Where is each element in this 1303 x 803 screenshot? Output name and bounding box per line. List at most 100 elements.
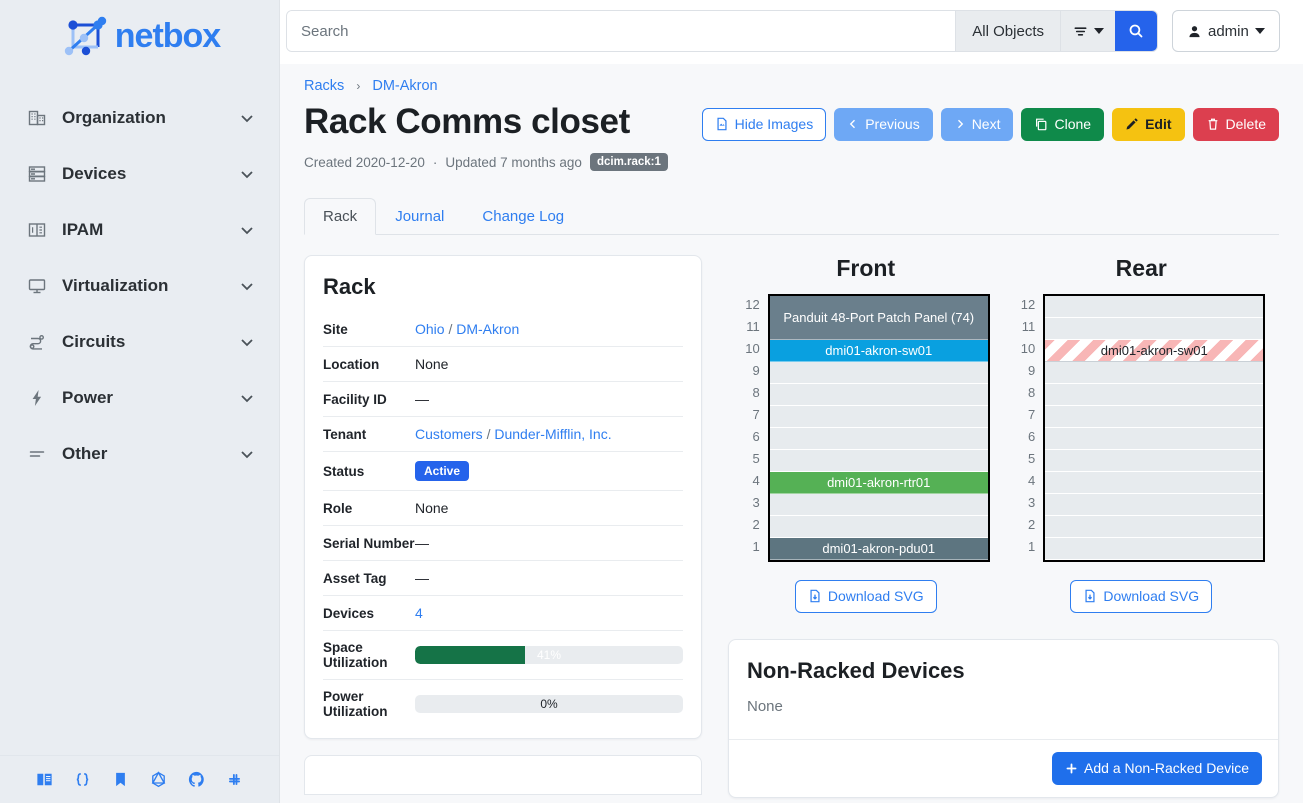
non-racked-card-footer: Add a Non-Racked Device bbox=[729, 738, 1278, 797]
tenant-link[interactable]: Dunder-Mifflin, Inc. bbox=[494, 426, 612, 442]
sidebar-item-power[interactable]: Power bbox=[0, 370, 279, 426]
breadcrumb-separator: › bbox=[356, 79, 361, 93]
building-icon bbox=[26, 107, 48, 129]
rack-device-dmi01-akron-rtr01[interactable]: dmi01-akron-rtr01 bbox=[769, 472, 988, 494]
sidebar-item-label: Organization bbox=[62, 108, 166, 127]
rack-slot-empty[interactable] bbox=[1045, 516, 1264, 538]
rack-elevations: Front 12 11 10 9 8 7 6 5 4 3 2 1 Panduit 48-Port Pa… bbox=[728, 255, 1279, 613]
rack-slot-empty[interactable] bbox=[769, 516, 988, 538]
rack-slot-empty[interactable] bbox=[769, 450, 988, 472]
add-non-racked-device-button[interactable]: Add a Non-Racked Device bbox=[1052, 751, 1262, 785]
tenant-group-link[interactable]: Customers bbox=[415, 426, 483, 442]
updated-date: Updated 7 months ago bbox=[445, 154, 582, 170]
front-download-svg-button[interactable]: Download SVG bbox=[794, 580, 937, 613]
breadcrumb-item-dm-akron[interactable]: DM-Akron bbox=[372, 78, 438, 94]
rack-slot-empty[interactable] bbox=[1045, 450, 1264, 472]
sidebar-item-label: Other bbox=[62, 444, 108, 463]
tab-rack[interactable]: Rack bbox=[304, 198, 377, 235]
graphql-icon[interactable] bbox=[149, 770, 169, 790]
search-input[interactable] bbox=[287, 11, 956, 51]
sidebar-item-virtualization[interactable]: Virtualization bbox=[0, 258, 279, 314]
devices-count-link[interactable]: 4 bbox=[415, 605, 423, 621]
brand-logo[interactable]: netbox bbox=[0, 0, 279, 68]
rack-unit-number: 5 bbox=[1028, 451, 1036, 466]
sidebar-item-other[interactable]: Other bbox=[0, 426, 279, 482]
row-value: — bbox=[415, 381, 683, 417]
progress-label: 0% bbox=[540, 697, 558, 711]
chevron-down-icon bbox=[239, 166, 255, 182]
table-row: Tenant Customers / Dunder-Mifflin, Inc. bbox=[323, 416, 683, 452]
rack-unit-number: 9 bbox=[752, 363, 760, 378]
rack-device-dmi01-akron-pdu01[interactable]: dmi01-akron-pdu01 bbox=[769, 538, 988, 560]
rack-unit-number: 4 bbox=[1028, 473, 1036, 488]
rack-slot-empty[interactable] bbox=[1045, 538, 1264, 560]
site-region-link[interactable]: Ohio bbox=[415, 321, 445, 337]
rack-unit-number: 7 bbox=[1028, 407, 1036, 422]
sidebar-item-label: Circuits bbox=[62, 332, 126, 351]
clone-button[interactable]: Clone bbox=[1021, 108, 1105, 141]
plus-icon bbox=[1065, 762, 1078, 775]
github-icon[interactable] bbox=[187, 770, 207, 790]
rack-unit-number: 12 bbox=[1020, 297, 1036, 312]
rack-device-panduit-48-port-patch-panel-74[interactable]: Panduit 48-Port Patch Panel (74) bbox=[769, 296, 988, 340]
global-search: All Objects bbox=[286, 10, 1158, 52]
chevron-down-icon bbox=[239, 222, 255, 238]
user-menu-button[interactable]: admin bbox=[1172, 10, 1280, 52]
tab-label: Rack bbox=[323, 208, 358, 225]
sidebar-item-organization[interactable]: Organization bbox=[0, 90, 279, 146]
sidebar-item-ipam[interactable]: IPAM bbox=[0, 202, 279, 258]
rack-slot-empty[interactable] bbox=[1045, 318, 1264, 340]
row-value: None bbox=[415, 346, 683, 382]
hide-images-button[interactable]: Hide Images bbox=[701, 108, 827, 141]
front-elevation: Front 12 11 10 9 8 7 6 5 4 3 2 1 Panduit 48-Port Pa… bbox=[728, 255, 1004, 613]
sidebar-item-circuits[interactable]: Circuits bbox=[0, 314, 279, 370]
slack-icon[interactable] bbox=[225, 770, 245, 790]
rack-slot-empty[interactable] bbox=[1045, 428, 1264, 450]
sidebar-item-devices[interactable]: Devices bbox=[0, 146, 279, 202]
rack-slot-empty[interactable] bbox=[769, 362, 988, 384]
bookmark-icon[interactable] bbox=[110, 770, 130, 790]
delete-label: Delete bbox=[1225, 116, 1266, 132]
sidebar-footer bbox=[0, 755, 279, 803]
rack-slot-empty[interactable] bbox=[769, 384, 988, 406]
rear-download-svg-button[interactable]: Download SVG bbox=[1070, 580, 1213, 613]
search-scope-dropdown[interactable]: All Objects bbox=[955, 11, 1060, 51]
table-row: Serial Number — bbox=[323, 525, 683, 561]
rack-device-dmi01-akron-sw01[interactable]: dmi01-akron-sw01 bbox=[769, 340, 988, 362]
next-button[interactable]: Next bbox=[940, 108, 1014, 141]
chevron-down-icon bbox=[239, 446, 255, 462]
rack-slot-empty[interactable] bbox=[1045, 472, 1264, 494]
row-value: 0% bbox=[415, 679, 683, 728]
search-filter-dropdown[interactable] bbox=[1060, 11, 1115, 51]
left-column: Rack Site Ohio / DM-Akron bbox=[304, 255, 702, 795]
row-label: Power Utilization bbox=[323, 679, 415, 728]
rack-slot-empty[interactable] bbox=[1045, 406, 1264, 428]
search-submit-button[interactable] bbox=[1115, 11, 1157, 51]
rack-unit-number: 2 bbox=[752, 517, 760, 532]
edit-button[interactable]: Edit bbox=[1112, 108, 1185, 141]
rack-slot-empty[interactable] bbox=[1045, 296, 1264, 318]
previous-button[interactable]: Previous bbox=[834, 108, 933, 141]
rack-device-dmi01-akron-sw01[interactable]: dmi01-akron-sw01 bbox=[1045, 340, 1264, 362]
rack-slot-empty[interactable] bbox=[769, 494, 988, 516]
rack-slot-empty[interactable] bbox=[1045, 362, 1264, 384]
rack-slot-empty[interactable] bbox=[769, 406, 988, 428]
tab-change-log[interactable]: Change Log bbox=[463, 198, 583, 235]
row-label: Serial Number bbox=[323, 525, 415, 561]
rack-slot-empty[interactable] bbox=[769, 428, 988, 450]
chevron-down-icon bbox=[1094, 28, 1104, 34]
brand-wordmark: netbox bbox=[114, 17, 221, 55]
breadcrumb-item-racks[interactable]: Racks bbox=[304, 78, 345, 94]
code-braces-icon[interactable] bbox=[72, 770, 92, 790]
row-label: Facility ID bbox=[323, 381, 415, 417]
tab-journal[interactable]: Journal bbox=[376, 198, 463, 235]
rack-slot-empty[interactable] bbox=[1045, 494, 1264, 516]
row-label: Location bbox=[323, 346, 415, 382]
chevron-down-icon bbox=[1254, 28, 1265, 34]
delete-button[interactable]: Delete bbox=[1192, 108, 1279, 141]
chevron-down-icon bbox=[239, 334, 255, 350]
rack-slot-empty[interactable] bbox=[1045, 384, 1264, 406]
book-icon[interactable] bbox=[34, 770, 54, 790]
site-link[interactable]: DM-Akron bbox=[456, 321, 520, 337]
rack-unit-number: 9 bbox=[1028, 363, 1036, 378]
